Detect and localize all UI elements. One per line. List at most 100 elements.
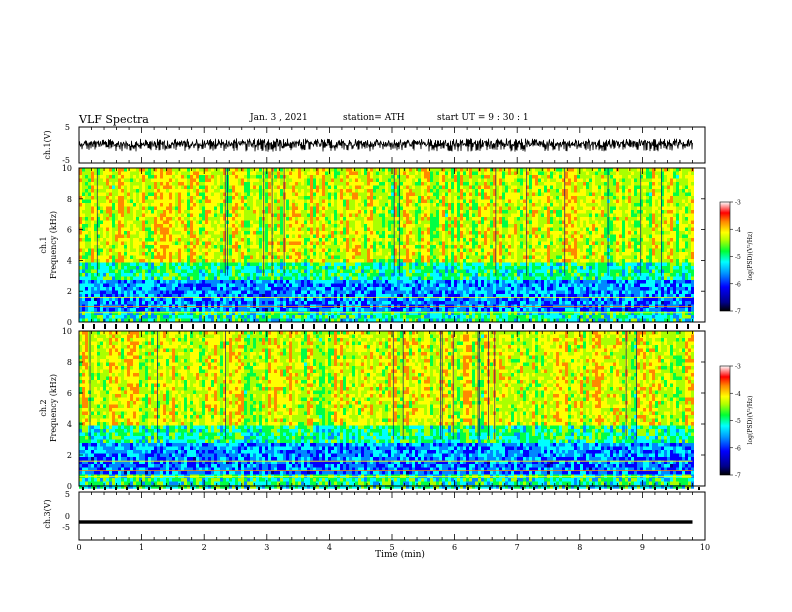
spectrogram-cell — [274, 273, 277, 277]
spectrogram-cell — [409, 252, 412, 256]
spectrogram-cell — [241, 266, 244, 270]
spectrogram-cell — [211, 287, 214, 291]
spectrogram-cell — [274, 175, 277, 179]
spectrogram-cell — [325, 220, 328, 225]
spectrogram-cell — [262, 283, 265, 288]
spectrogram-cell — [331, 227, 334, 232]
spectrogram-cell — [199, 315, 202, 319]
spectrogram-cell — [412, 301, 415, 305]
spectrogram-cell — [289, 189, 292, 193]
spectrogram-cell — [100, 297, 103, 302]
spectrogram-cell — [388, 301, 391, 305]
spectrogram-cell — [115, 266, 118, 270]
spectrogram-cell — [103, 234, 106, 239]
spectrogram-cell — [145, 269, 148, 274]
spectrogram-cell — [184, 182, 187, 186]
spectrogram-cell — [286, 248, 289, 253]
spectrogram-cell — [241, 241, 244, 246]
spectrogram-cell — [352, 241, 355, 246]
spectrogram-cell — [262, 294, 265, 298]
spectrogram-cell — [256, 231, 259, 235]
spectrogram-cell — [217, 196, 220, 200]
spectrogram-cell — [226, 311, 229, 316]
spectrogram-cell — [295, 259, 298, 263]
spectrogram-cell — [298, 227, 301, 232]
spectrogram-cell — [250, 276, 253, 281]
spectrogram-cell — [376, 318, 379, 323]
spectrogram-cell — [181, 259, 184, 263]
spectrogram-cell — [316, 213, 319, 218]
spectrogram-cell — [280, 220, 283, 225]
spectrogram-cell — [205, 238, 208, 242]
spectrogram-cell — [97, 217, 100, 221]
spectrogram-cell — [331, 276, 334, 281]
spectrogram-cell — [190, 248, 193, 253]
spectrogram-cell — [199, 294, 202, 298]
spectrogram-cell — [175, 259, 178, 263]
spectrogram-cell — [343, 213, 346, 218]
spectrogram-cell — [292, 234, 295, 239]
spectrogram-cell — [175, 192, 178, 197]
spectrogram-cell — [415, 231, 418, 235]
spectrogram-cell — [274, 283, 277, 288]
spectrogram-cell — [97, 238, 100, 242]
spectrogram-cell — [166, 234, 169, 239]
spectrogram-cell — [388, 318, 391, 323]
spectrogram-cell — [376, 210, 379, 214]
spectrogram-cell — [169, 280, 172, 284]
spectrogram-cell — [277, 210, 280, 214]
spectrogram-cell — [256, 227, 259, 232]
spectrogram-cell — [175, 220, 178, 225]
spectrogram-cell — [403, 259, 406, 263]
spectrogram-cell — [280, 252, 283, 256]
spectrogram-cell — [178, 175, 181, 179]
spectrogram-cell — [376, 259, 379, 263]
spectrogram-cell — [166, 171, 169, 176]
spectrogram-cell — [400, 171, 403, 176]
spectrogram-cell — [187, 276, 190, 281]
spectrogram-cell — [322, 171, 325, 176]
spectrogram-cell — [343, 311, 346, 316]
spectrogram-cell — [256, 290, 259, 295]
spectrogram-cell — [250, 210, 253, 214]
spectrogram-cell — [103, 238, 106, 242]
spectrogram-cell — [172, 210, 175, 214]
spectrogram-cell — [157, 308, 160, 312]
spectrogram-cell — [397, 294, 400, 298]
spectrogram-cell — [244, 241, 247, 246]
spectrogram-cell — [295, 273, 298, 277]
spectrogram-cell — [109, 206, 112, 211]
spectrogram-cell — [307, 287, 310, 291]
spectrogram-cell — [280, 241, 283, 246]
spectrogram-cell — [292, 266, 295, 270]
spectrogram-cell — [319, 178, 322, 183]
spectrogram-cell — [112, 311, 115, 316]
spectrogram-cell — [187, 294, 190, 298]
spectrogram-cell — [253, 217, 256, 221]
spectrogram-cell — [193, 185, 196, 190]
spectrogram-cell — [211, 192, 214, 197]
spectrogram-cell — [304, 182, 307, 186]
spectrogram-cell — [247, 213, 250, 218]
spectrogram-cell — [121, 175, 124, 179]
spectrogram-cell — [307, 238, 310, 242]
spectrogram-cell — [400, 266, 403, 270]
spectrogram-cell — [334, 217, 337, 221]
spectrogram-cell — [163, 234, 166, 239]
spectrogram-cell — [232, 315, 235, 319]
spectrogram-cell — [286, 178, 289, 183]
spectrogram-cell — [388, 311, 391, 316]
spectrogram-cell — [415, 185, 418, 190]
spectrogram-cell — [307, 171, 310, 176]
spectrogram-cell — [334, 227, 337, 232]
spectrogram-cell — [223, 182, 226, 186]
spectrogram-cell — [385, 231, 388, 235]
spectrogram-cell — [157, 290, 160, 295]
spectrogram-cell — [154, 238, 157, 242]
spectrogram-cell — [343, 234, 346, 239]
spectrogram-cell — [409, 206, 412, 211]
spectrogram-cell — [103, 168, 106, 172]
spectrogram-cell — [154, 217, 157, 221]
spectrogram-cell — [322, 245, 325, 249]
spectrogram-cell — [232, 168, 235, 172]
